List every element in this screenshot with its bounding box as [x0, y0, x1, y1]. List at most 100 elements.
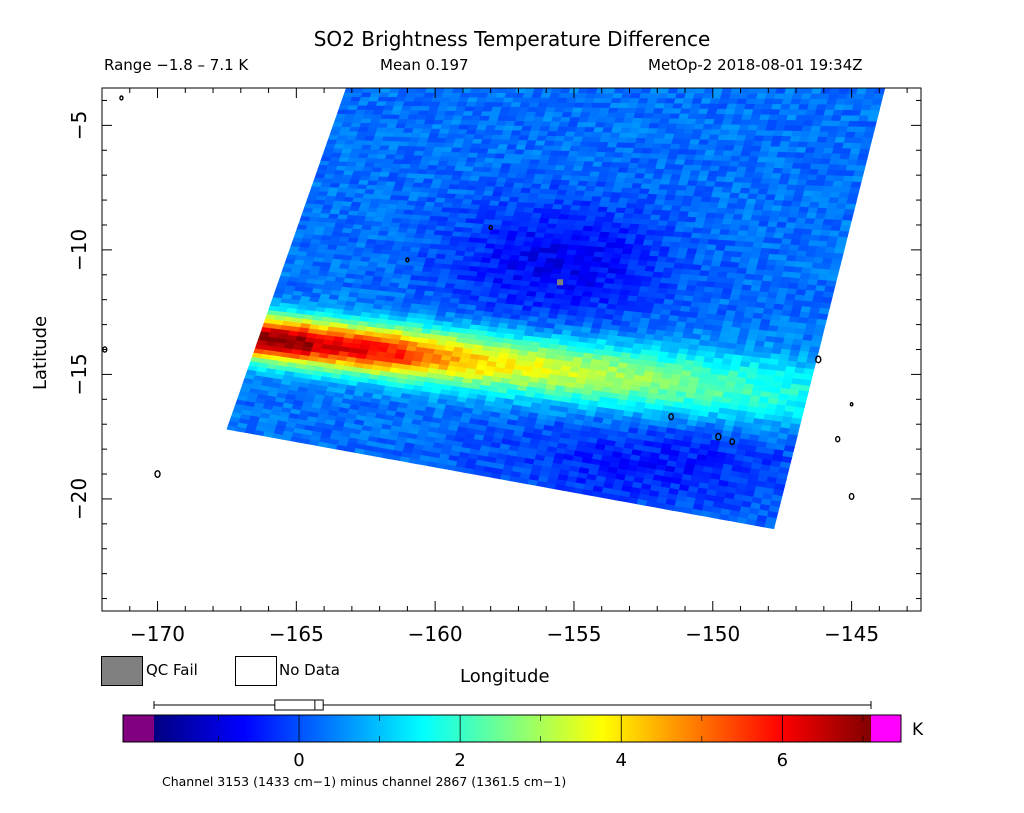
swath-pixel: [536, 192, 549, 199]
swath-pixel: [856, 159, 868, 166]
swath-pixel: [492, 129, 505, 135]
swath-pixel: [379, 171, 391, 177]
swath-pixel: [561, 203, 573, 211]
swath-pixel: [738, 124, 750, 131]
swath-pixel: [454, 193, 466, 200]
swath-pixel: [338, 182, 350, 189]
swath-pixel: [784, 189, 796, 196]
swath-pixel: [748, 118, 761, 126]
swath-pixel: [616, 201, 628, 209]
swath-pixel: [740, 150, 752, 157]
swath-pixel: [755, 230, 767, 238]
swath-pixel: [821, 223, 833, 231]
swath-pixel: [404, 149, 416, 156]
swath-pixel: [645, 198, 657, 205]
swath-pixel: [760, 280, 773, 287]
swath-pixel: [870, 104, 882, 111]
swath-pixel: [707, 238, 719, 245]
swath-pixel: [573, 102, 585, 108]
swath-pixel: [570, 234, 582, 241]
swath-pixel: [802, 157, 814, 164]
swath-pixel: [573, 224, 585, 231]
swath-pixel: [452, 88, 464, 93]
swath-pixel: [731, 218, 743, 226]
swath-pixel: [524, 235, 536, 243]
swath-pixel: [370, 197, 382, 204]
swath-pixel: [686, 148, 698, 155]
swath-pixel: [750, 214, 762, 221]
swath-pixel: [532, 178, 544, 185]
swath-pixel: [678, 241, 691, 249]
swath-pixel: [528, 221, 540, 228]
swath-pixel: [640, 152, 652, 159]
swath-pixel: [594, 151, 607, 158]
swath-pixel: [694, 88, 706, 94]
swath-pixel: [833, 141, 845, 149]
swath-pixel: [416, 168, 428, 175]
swath-pixel: [641, 244, 653, 251]
swath-pixel: [745, 235, 757, 243]
swath-pixel: [603, 151, 616, 158]
swath-pixel: [793, 260, 805, 268]
swath-pixel: [827, 163, 839, 171]
swath-pixel: [797, 244, 809, 252]
qc-fail-swatch: [101, 656, 143, 686]
swath-pixel: [460, 174, 472, 181]
swath-pixel: [415, 173, 427, 179]
swath-pixel: [846, 125, 858, 133]
swath-pixel: [604, 211, 617, 218]
swath-pixel: [591, 102, 603, 108]
swath-pixel: [802, 261, 814, 269]
swath-pixel: [358, 179, 370, 185]
swath-pixel: [523, 206, 535, 213]
swath-pixel: [800, 93, 813, 100]
swath-pixel: [619, 97, 632, 104]
swath-pixel: [647, 127, 659, 134]
swath-pixel: [847, 120, 859, 127]
swath-pixel: [765, 124, 777, 131]
swath-pixel: [554, 135, 566, 142]
swath-pixel: [684, 92, 696, 99]
swath-pixel: [633, 142, 646, 149]
swath-pixel: [709, 165, 721, 172]
swath-pixel: [517, 225, 530, 232]
swath-pixel: [646, 162, 658, 169]
swath-pixel: [453, 137, 466, 144]
swath-pixel: [484, 214, 496, 220]
swath-pixel: [668, 178, 681, 186]
swath-pixel: [757, 156, 769, 163]
swath-pixel: [820, 229, 832, 237]
swath-pixel: [491, 162, 503, 168]
swath-pixel: [648, 188, 660, 195]
swath-pixel: [825, 207, 837, 215]
swath-pixel: [578, 239, 590, 247]
swath-pixel: [715, 175, 727, 182]
swath-pixel: [380, 193, 393, 200]
swath-pixel: [696, 180, 708, 187]
swath-pixel: [706, 243, 718, 251]
swath-pixel: [660, 209, 672, 216]
swath-pixel: [670, 107, 683, 114]
swath-pixel: [702, 222, 714, 229]
swath-pixel: [480, 199, 492, 206]
swath-pixel: [683, 257, 695, 265]
swath-pixel: [664, 163, 676, 170]
swath-pixel: [579, 111, 591, 118]
swath-pixel: [746, 161, 758, 168]
swath-pixel: [688, 174, 700, 181]
swath-pixel: [525, 201, 537, 208]
swath-pixel: [721, 88, 733, 94]
swath-pixel: [616, 171, 628, 178]
swath-pixel: [817, 201, 830, 209]
swath-pixel: [426, 137, 439, 143]
swath-pixel: [462, 110, 475, 116]
swath-pixel: [521, 97, 533, 103]
swath-pixel: [654, 229, 666, 237]
swath-pixel: [790, 98, 802, 105]
swath-pixel: [733, 176, 745, 183]
swath-pixel: [319, 186, 331, 192]
swath-pixel: [553, 198, 565, 205]
swath-pixel: [307, 194, 319, 200]
swath-pixel: [500, 191, 513, 197]
swath-pixel: [721, 154, 733, 162]
